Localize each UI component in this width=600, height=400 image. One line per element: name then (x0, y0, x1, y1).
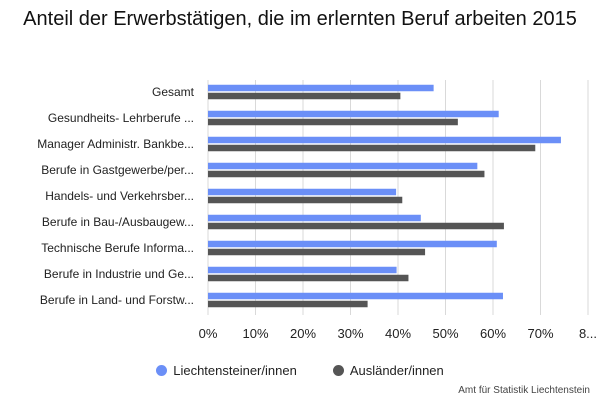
bar-series-1[interactable] (208, 162, 478, 170)
bar-series-1[interactable] (208, 136, 561, 144)
bar-series-1[interactable] (208, 110, 499, 118)
bar-series-1[interactable] (208, 292, 503, 300)
x-tick-label: 10% (242, 326, 268, 341)
bar-series-2[interactable] (208, 274, 409, 282)
legend-label-series-1: Liechtensteiner/innen (173, 363, 297, 378)
category-label: Technische Berufe Informa... (41, 241, 194, 255)
bars (208, 84, 561, 308)
category-label: Berufe in Industrie und Ge... (44, 267, 194, 281)
category-label: Berufe in Gastgewerbe/per... (41, 163, 194, 177)
bar-series-2[interactable] (208, 248, 426, 256)
bar-series-2[interactable] (208, 118, 458, 126)
legend-marker-series-2 (332, 365, 344, 376)
x-tick-label: 70% (527, 326, 553, 341)
bar-series-2[interactable] (208, 300, 368, 308)
bar-series-2[interactable] (208, 170, 485, 178)
category-label: Berufe in Land- und Forstw... (40, 293, 194, 307)
x-tick-label: 40% (385, 326, 411, 341)
category-label: Handels- und Verkehrsber... (45, 189, 194, 203)
bar-series-2[interactable] (208, 144, 536, 152)
x-tick-label: 30% (337, 326, 363, 341)
x-tick-label: 60% (480, 326, 506, 341)
legend-label-series-2: Ausländer/innen (349, 363, 444, 378)
category-label: Gesamt (152, 85, 195, 99)
legend: Liechtensteiner/innen Ausländer/innen (0, 363, 600, 378)
x-tick-label: 50% (432, 326, 458, 341)
category-label: Gesundheits- Lehrberufe ... (48, 111, 194, 125)
bar-series-1[interactable] (208, 240, 497, 248)
category-label: Manager Administr. Bankbe... (37, 137, 194, 151)
x-tick-label: 8... (579, 326, 597, 341)
x-tick-labels: 0% 10% 20% 30% 40% 50% 60% 70% 8... (199, 326, 597, 341)
bar-series-1[interactable] (208, 188, 397, 196)
category-labels: Gesamt Gesundheits- Lehrberufe ... Manager… (37, 85, 194, 307)
chart-title: Anteil der Erwerbstätigen, die im erlern… (23, 8, 577, 30)
x-tick-label: 20% (290, 326, 316, 341)
bar-series-2[interactable] (208, 196, 403, 204)
bar-series-1[interactable] (208, 84, 434, 92)
legend-item-series-1[interactable]: Liechtensteiner/innen (156, 363, 297, 378)
source-credit: Amt für Statistik Liechtenstein (458, 385, 590, 396)
bar-series-1[interactable] (208, 214, 421, 222)
bar-series-2[interactable] (208, 92, 401, 100)
bar-series-2[interactable] (208, 222, 504, 230)
category-label: Berufe in Bau-/Ausbaugew... (42, 215, 194, 229)
legend-marker-series-1 (156, 365, 168, 376)
x-tick-label: 0% (199, 326, 218, 341)
legend-item-series-2[interactable]: Ausländer/innen (332, 363, 444, 378)
bar-series-1[interactable] (208, 266, 397, 274)
